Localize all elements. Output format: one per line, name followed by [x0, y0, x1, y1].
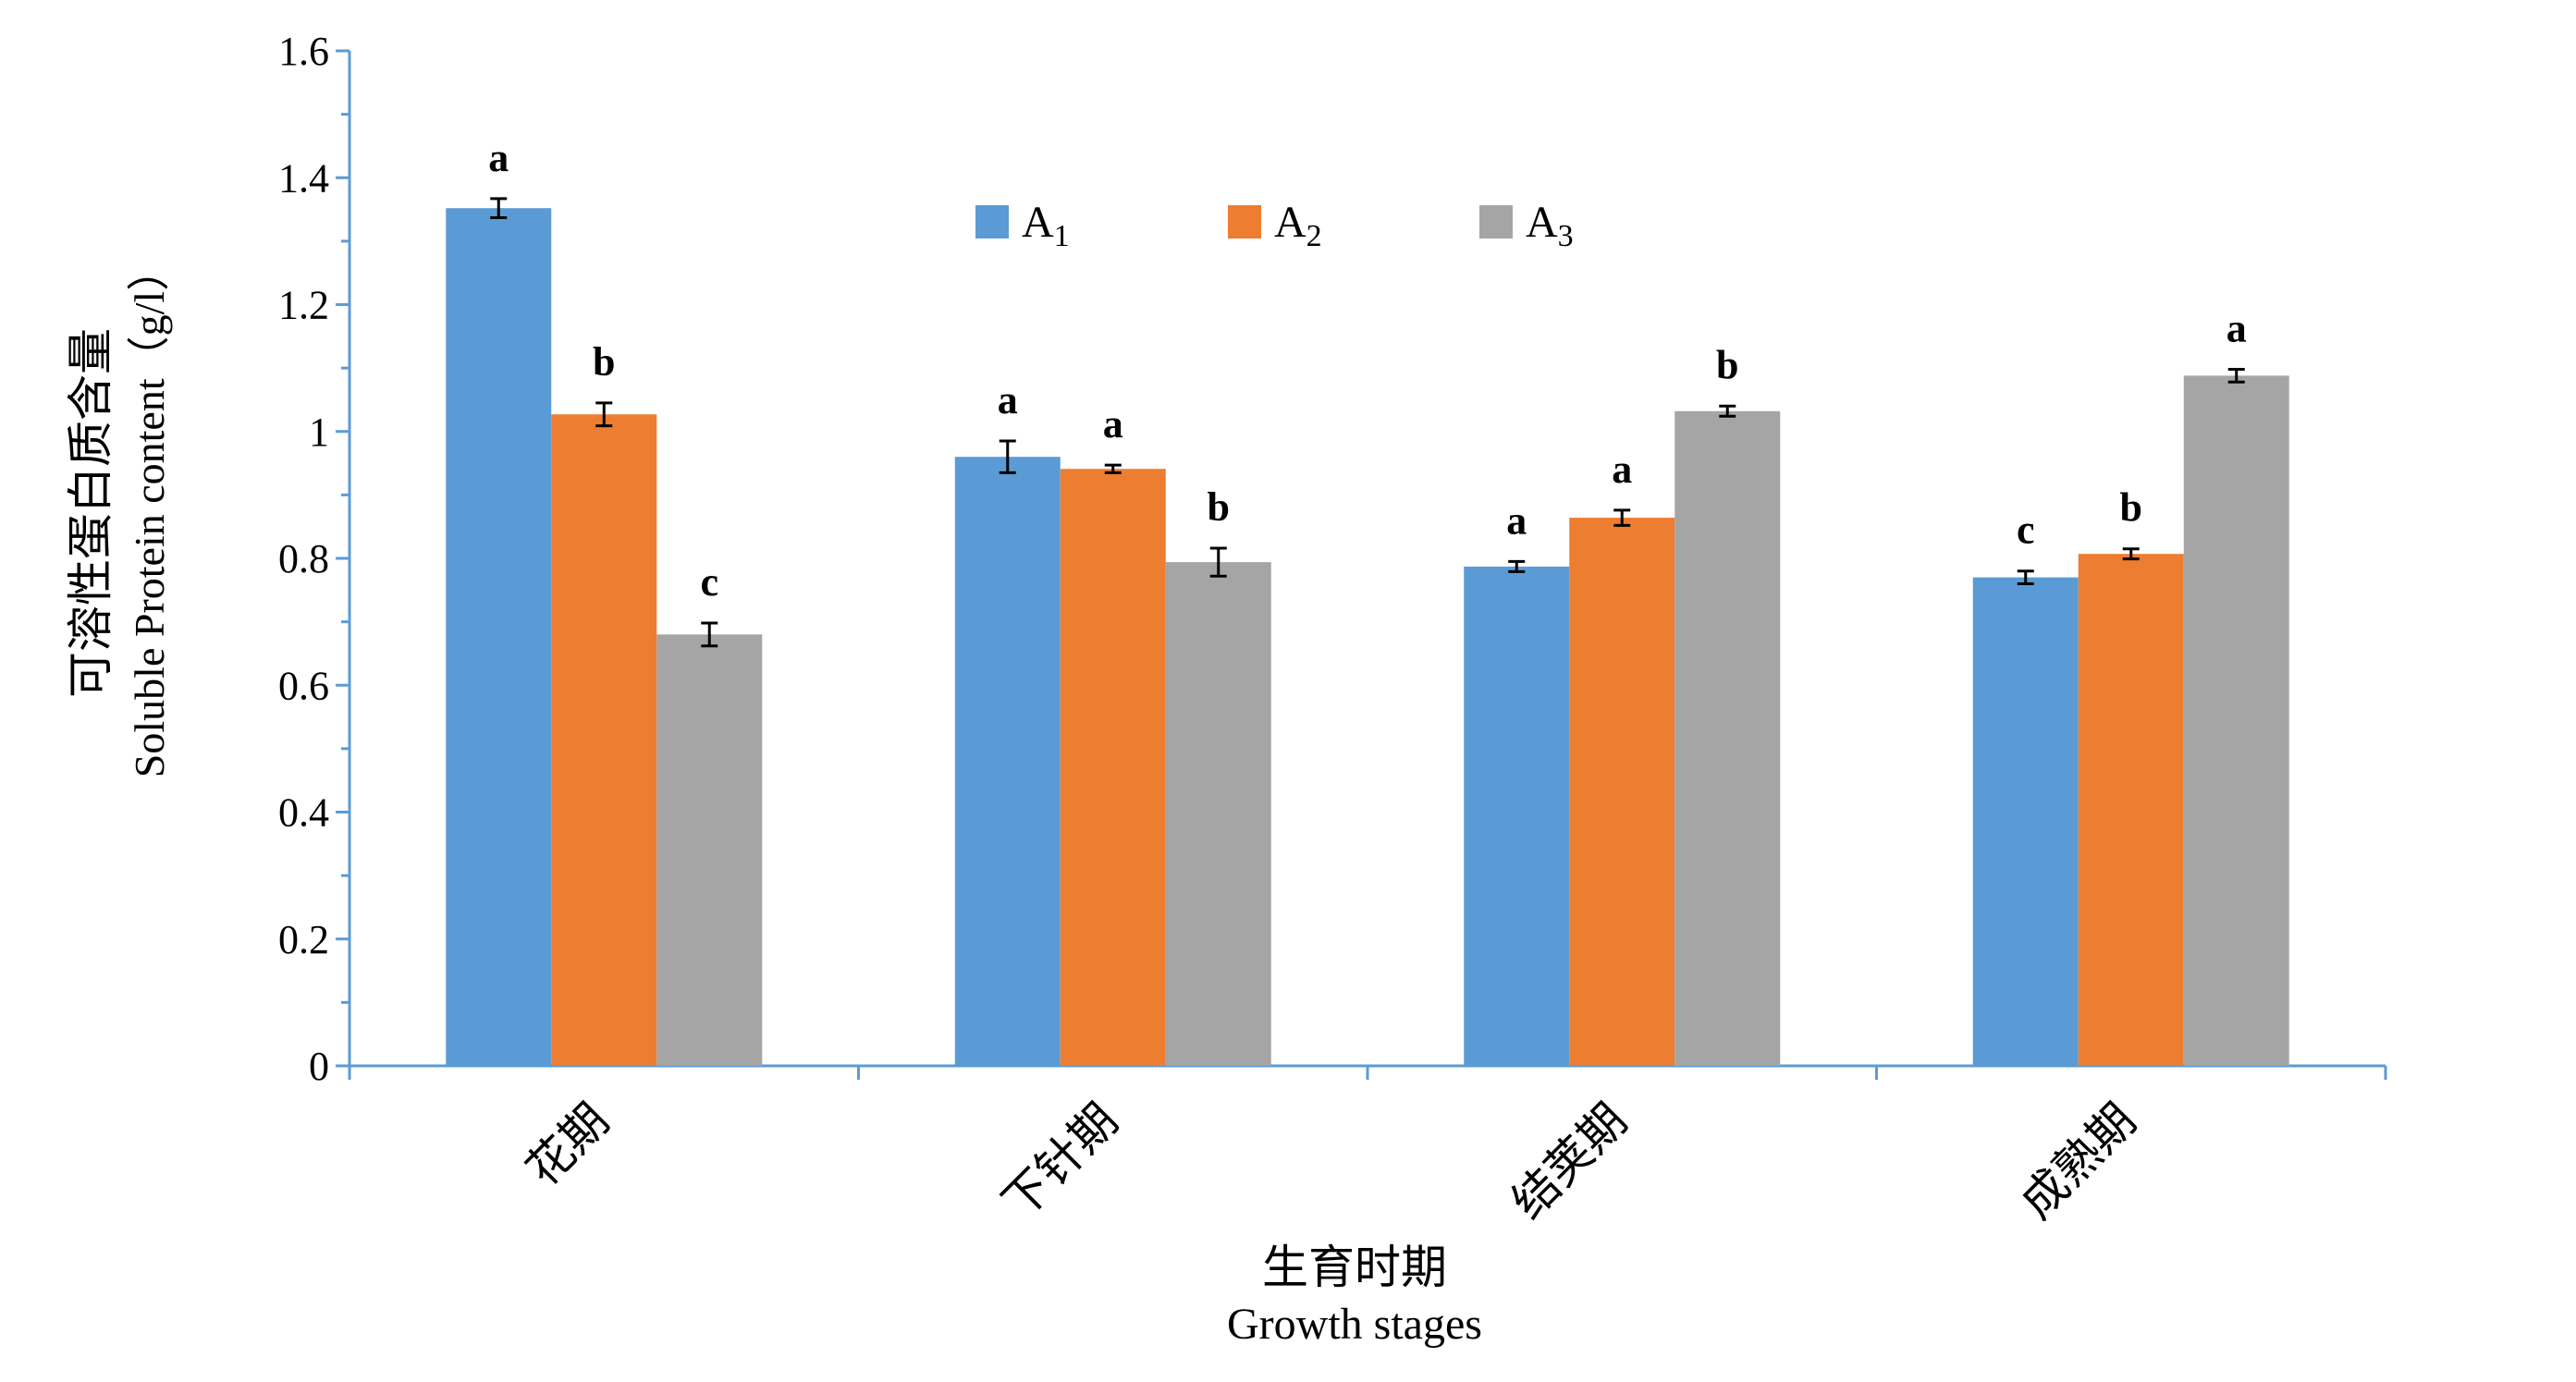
y-tick-label: 0: [309, 1044, 329, 1089]
significance-letter: b: [1716, 342, 1738, 387]
y-tick-label: 0.8: [278, 536, 329, 581]
y-tick-label: 1: [309, 410, 329, 455]
legend-swatch: [1228, 205, 1261, 238]
bar: [2183, 375, 2289, 1066]
significance-letter: a: [1506, 497, 1527, 543]
legend-label: A2: [1274, 198, 1322, 253]
bar: [1165, 562, 1271, 1066]
significance-letter: a: [998, 377, 1018, 422]
significance-letter: a: [1103, 401, 1123, 446]
x-tick-label: 花期: [516, 1093, 619, 1196]
legend: A1 A2 A3: [975, 198, 1574, 253]
significance-letter: a: [488, 135, 509, 180]
legend-label: A1: [1022, 198, 1070, 253]
y-tick-label: 0.6: [278, 663, 329, 708]
significance-letter: a: [1612, 446, 1632, 492]
significance-letter: c: [700, 559, 718, 605]
legend-label: A3: [1526, 198, 1574, 253]
bar: [1569, 518, 1675, 1066]
bar: [656, 634, 763, 1066]
plot-area: 0 0.2 0.4 0.6 0.8 1 1.2 1.4 1.6 a b c 花期 a a b 下针期 a a b 结荚期…: [278, 29, 2387, 1229]
bar: [446, 208, 552, 1066]
bar: [1464, 566, 1570, 1066]
y-tick-label: 1.4: [278, 155, 329, 201]
bar: [551, 414, 657, 1066]
legend-item: A3: [1479, 198, 1574, 253]
y-tick-label: 1.2: [278, 283, 329, 328]
x-axis-title-cn: 生育时期: [1262, 1241, 1447, 1294]
y-axis-title-cn: 可溶性蛋白质含量: [64, 328, 117, 698]
x-tick-label: 下针期: [992, 1093, 1128, 1229]
bar: [2078, 554, 2184, 1066]
legend-item: A2: [1228, 198, 1322, 253]
y-tick-label: 0.4: [278, 790, 329, 836]
significance-letter: a: [2226, 305, 2247, 350]
bar: [1060, 469, 1166, 1066]
bar: [1674, 410, 1781, 1066]
significance-letter: c: [2017, 508, 2035, 553]
legend-swatch: [975, 205, 1009, 238]
significance-letter: b: [593, 339, 615, 385]
x-tick-label: 结荚期: [1502, 1093, 1638, 1229]
bar: [954, 457, 1061, 1066]
y-tick-label: 0.2: [278, 917, 329, 962]
y-axis-title: 可溶性蛋白质含量 Soluble Protein content（g/l）: [64, 249, 173, 777]
legend-swatch: [1479, 205, 1513, 238]
y-tick-label: 1.6: [278, 29, 329, 74]
significance-letter: b: [1208, 484, 1230, 530]
x-axis-title-en: Growth stages: [1227, 1300, 1482, 1349]
significance-letter: b: [2120, 485, 2142, 531]
bar: [1972, 577, 2079, 1066]
legend-item: A1: [975, 198, 1070, 253]
y-axis-title-en: Soluble Protein content（g/l）: [126, 249, 173, 777]
x-tick-label: 成熟期: [2010, 1093, 2146, 1229]
